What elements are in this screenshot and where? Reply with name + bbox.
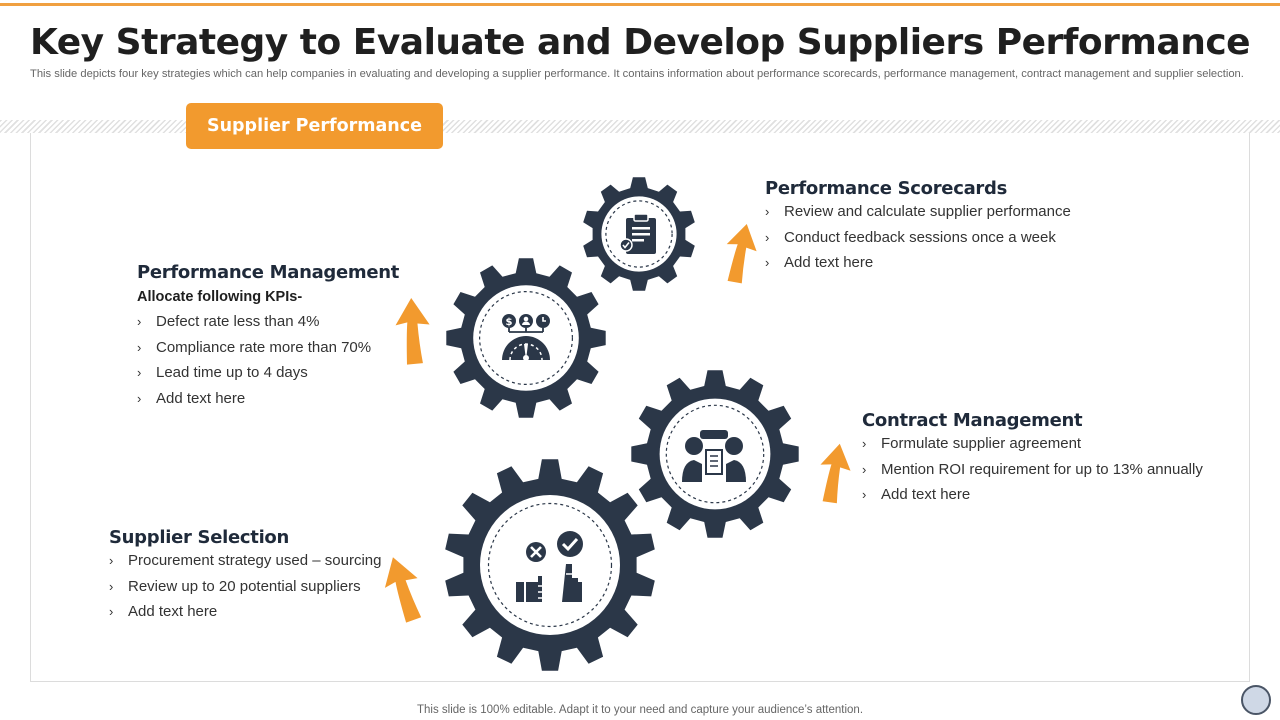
list-item: › Procurement strategy used – sourcing (109, 548, 381, 574)
contract-management-title: Contract Management (862, 410, 1083, 431)
arrow-up-icon (726, 223, 757, 284)
supplier-selection-title: Supplier Selection (109, 527, 290, 548)
chevron-right-icon: › (137, 314, 142, 329)
list-item: › Mention ROI requirement for up to 13% a… (862, 457, 1203, 483)
list-item: › Lead time up to 4 days (137, 360, 399, 386)
chevron-right-icon: › (862, 487, 867, 503)
chevron-right-icon: › (109, 578, 114, 594)
corner-badge-icon (1241, 685, 1271, 715)
list-item: › Compliance rate more than 70% (137, 335, 399, 361)
list-item: › Add text here (109, 599, 381, 625)
chevron-right-icon: › (862, 461, 867, 477)
chevron-right-icon: › (765, 204, 770, 219)
list-item: › Conduct feedback sessions once a week (765, 225, 1071, 251)
chevron-right-icon: › (137, 365, 142, 381)
chevron-right-icon: › (862, 436, 867, 451)
chevron-right-icon: › (109, 553, 114, 568)
arrow-up-icon (384, 557, 422, 623)
performance-scorecards-title: Performance Scorecards (765, 178, 1007, 199)
handshake-agreement-icon (682, 430, 746, 482)
list-item: › Add text here (765, 250, 1071, 276)
arrow-up-icon (820, 443, 851, 504)
contract-management-block: Contract Management › Formulate supplier … (862, 410, 1203, 508)
performance-scorecards-block: Performance Scorecards › Review and calcu… (765, 178, 1071, 276)
list-item: › Review up to 20 potential suppliers (109, 574, 381, 600)
clipboard-icon (619, 213, 656, 254)
supplier-selection-block: Supplier Selection › Procurement strategy… (109, 527, 381, 625)
performance-management-title: Performance Management (137, 262, 400, 283)
slide-title: Key Strategy to Evaluate and Develop Sup… (30, 22, 1251, 63)
chevron-right-icon: › (765, 229, 770, 245)
performance-management-block: Performance Management Allocate followin… (137, 262, 399, 411)
top-accent-rule (0, 3, 1280, 6)
chevron-right-icon: › (137, 339, 142, 355)
list-item: › Review and calculate supplier performan… (765, 199, 1071, 225)
arrow-up-icon (395, 297, 430, 365)
chevron-right-icon: › (109, 604, 114, 620)
select-reject-icon (516, 531, 584, 602)
list-item: › Add text here (862, 482, 1203, 508)
list-item: › Formulate supplier agreement (862, 431, 1203, 457)
svg-text:$: $ (506, 317, 513, 328)
list-item: › Defect rate less than 4% (137, 309, 399, 335)
kpi-gauge-icon: $ (502, 314, 550, 361)
list-item: › Add text here (137, 386, 399, 412)
chevron-right-icon: › (137, 390, 142, 406)
gear-selection (445, 459, 655, 671)
slide-subtitle: This slide depicts four key strategies w… (30, 68, 1244, 80)
chevron-right-icon: › (765, 255, 770, 271)
kpi-subheading: Allocate following KPIs- (137, 289, 303, 305)
footer-note: This slide is 100% editable. Adapt it to… (416, 704, 864, 716)
supplier-performance-banner: Supplier Performance (186, 103, 443, 149)
